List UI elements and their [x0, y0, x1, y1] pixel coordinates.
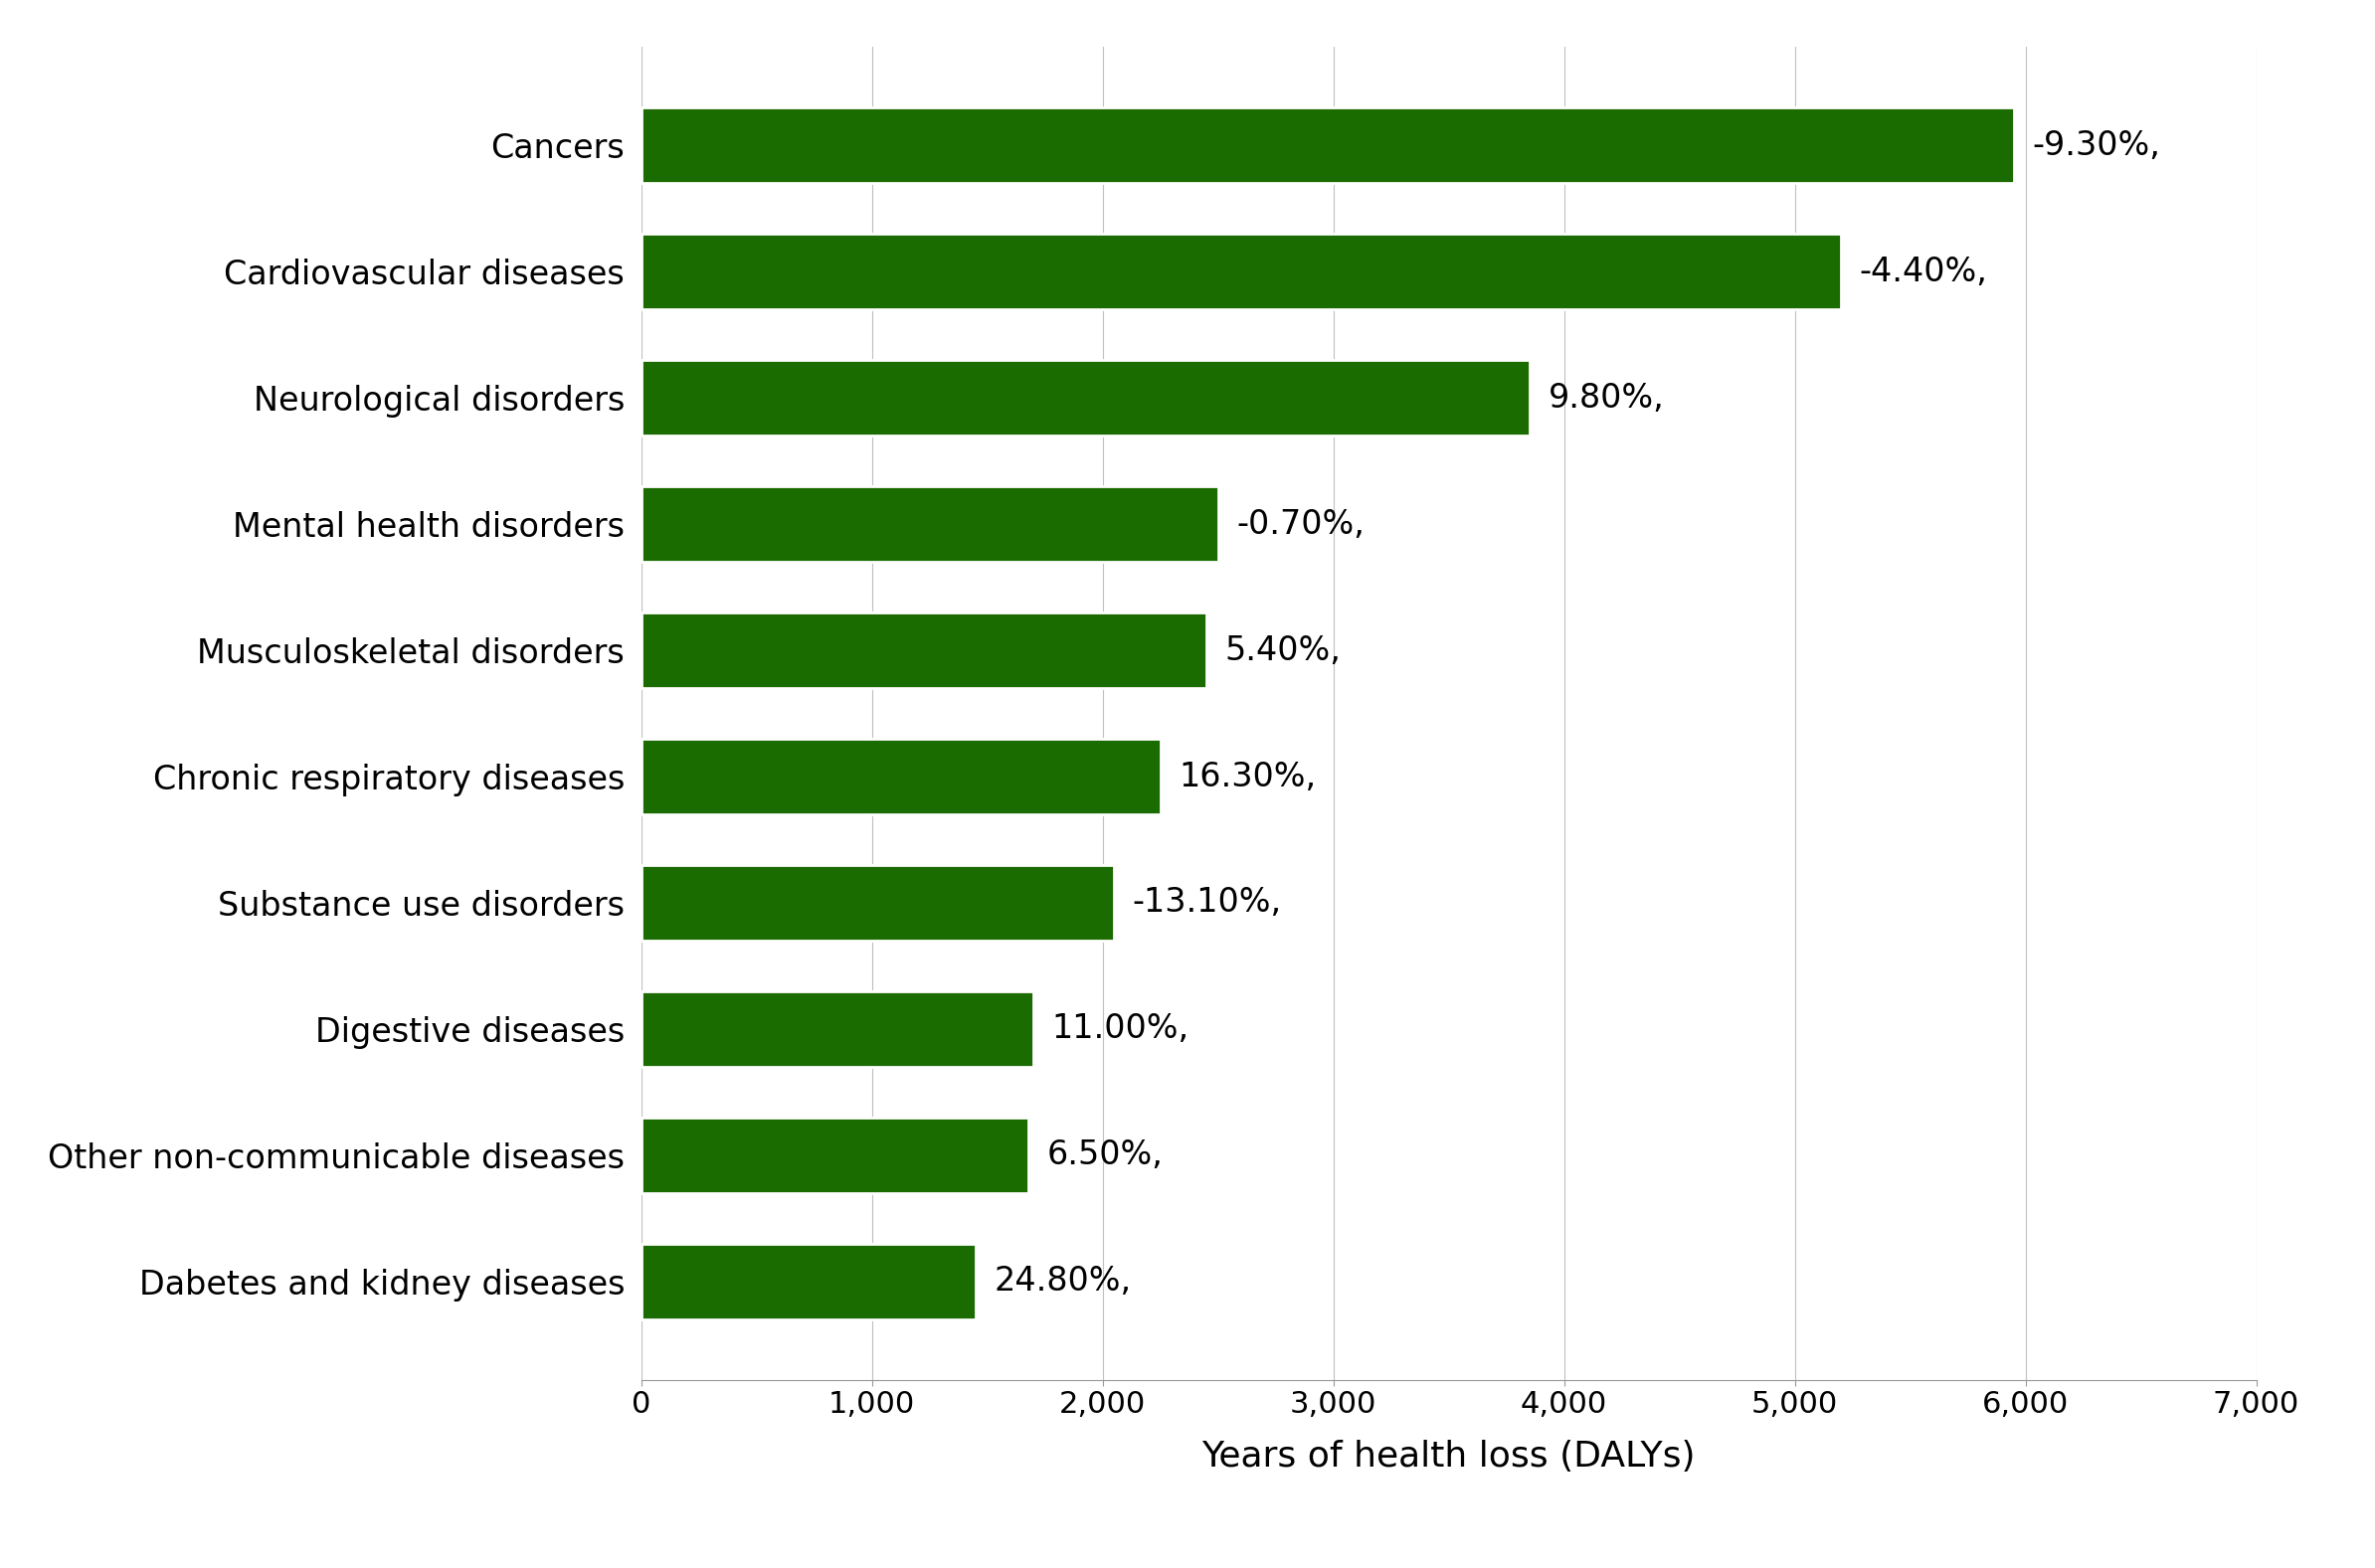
- Text: -9.30%,: -9.30%,: [2033, 129, 2161, 162]
- Text: 9.80%,: 9.80%,: [1549, 381, 1665, 414]
- X-axis label: Years of health loss (DALYs): Years of health loss (DALYs): [1202, 1439, 1696, 1474]
- Bar: [641, 991, 1033, 1066]
- Bar: [641, 361, 1529, 436]
- Text: 24.80%,: 24.80%,: [995, 1265, 1131, 1298]
- Bar: [641, 1118, 1028, 1193]
- Text: -4.40%,: -4.40%,: [1860, 256, 1988, 289]
- Text: 6.50%,: 6.50%,: [1047, 1138, 1164, 1171]
- Bar: [641, 739, 1161, 814]
- Text: 11.00%,: 11.00%,: [1052, 1013, 1190, 1046]
- Text: 5.40%,: 5.40%,: [1226, 633, 1342, 666]
- Bar: [641, 486, 1218, 561]
- Bar: [641, 1243, 976, 1319]
- Bar: [641, 234, 1841, 309]
- Text: 16.30%,: 16.30%,: [1178, 760, 1316, 793]
- Text: -13.10%,: -13.10%,: [1133, 886, 1283, 919]
- Bar: [641, 866, 1114, 941]
- Bar: [641, 613, 1206, 688]
- Text: -0.70%,: -0.70%,: [1237, 508, 1366, 541]
- Bar: [641, 108, 2014, 183]
